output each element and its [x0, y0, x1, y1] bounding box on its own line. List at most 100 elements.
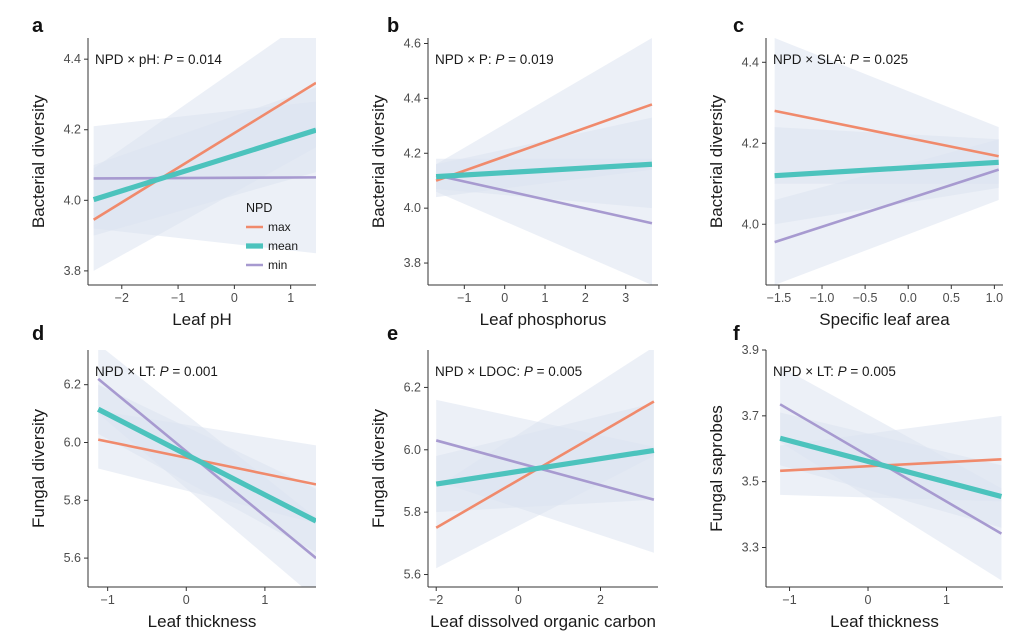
x-tick-label: 1 [261, 593, 268, 607]
y-tick-label: 4.4 [64, 52, 81, 66]
y-axis-title: Bacterial diversity [29, 94, 48, 228]
y-tick-label: 3.8 [404, 256, 421, 270]
y-tick-label: 4.2 [742, 136, 759, 150]
y-tick-label: 4.2 [404, 146, 421, 160]
x-axis-title: Leaf thickness [148, 612, 257, 631]
interaction-annotation: NPD × SLA: P = 0.025 [773, 52, 908, 67]
x-axis-title: Leaf dissolved organic carbon [430, 612, 656, 631]
x-axis-title: Leaf pH [172, 310, 232, 329]
y-tick-label: 4.4 [404, 91, 421, 105]
ci-band-mean [436, 117, 652, 209]
x-tick-label: −0.5 [853, 291, 878, 305]
series-line-mean [779, 435, 1003, 499]
panel-d: −1 0 1 5.6 5.8 6.0 6.2 Leaf thickness Fungal div… [29, 323, 316, 631]
series-line-mean [435, 161, 653, 180]
x-tick-label: −1.5 [767, 291, 792, 305]
panel-letter: b [387, 15, 399, 37]
y-tick-label: 3.5 [742, 475, 759, 489]
y-tick-label: 6.2 [404, 380, 421, 394]
series-line-mean [435, 447, 655, 487]
y-tick-label: 5.6 [404, 568, 421, 582]
y-axis-title: Bacterial diversity [707, 94, 726, 228]
panel-a: −2 −1 0 1 3.8 4.0 4.2 4.4 Leaf pH Bacterial diver… [29, 15, 316, 329]
y-tick-label: 4.0 [404, 201, 421, 215]
y-tick-label: 6.2 [64, 378, 81, 392]
interaction-annotation: NPD × P: P = 0.019 [435, 52, 554, 67]
panel-b: −1 0 1 2 3 3.8 4.0 4.2 4.4 4.6 Leaf phosphorus Bact… [369, 15, 658, 329]
series-line-max [435, 400, 655, 529]
y-axis-title: Bacterial diversity [369, 94, 388, 228]
x-axis-title: Leaf thickness [830, 612, 939, 631]
x-tick-label: 0 [501, 291, 508, 305]
panel-f: −1 0 1 3.3 3.5 3.7 3.9 Leaf thickness Fungal sap… [707, 323, 1003, 631]
x-tick-label: −2 [429, 593, 443, 607]
plot-area-b [435, 38, 653, 285]
y-tick-label: 4.0 [64, 193, 81, 207]
plot-area-d [97, 350, 316, 587]
series-line-max [774, 109, 999, 158]
x-tick-label: 0 [183, 593, 190, 607]
panel-e: −2 0 2 5.6 5.8 6.0 6.2 Leaf dissolved organic c… [369, 323, 658, 631]
x-tick-label: 0.5 [943, 291, 960, 305]
y-tick-label: 4.2 [64, 123, 81, 137]
panel-letter: a [32, 15, 44, 37]
legend-label-min: min [268, 258, 287, 272]
ci-band-mean [774, 127, 999, 225]
plot-area-f [779, 366, 1003, 581]
series-line-mean [92, 127, 316, 203]
ci-band-mean [93, 87, 316, 236]
panel-c: −1.5 −1.0 −0.5 0.0 0.5 1.0 4.0 4.2 4.4 Specific l… [707, 15, 1003, 329]
panel-letter: e [387, 323, 398, 345]
x-axis-title: Leaf phosphorus [480, 310, 607, 329]
x-tick-label: −1 [171, 291, 185, 305]
plot-area-c [774, 38, 1000, 285]
x-tick-label: 1 [542, 291, 549, 305]
panel-letter: d [32, 323, 44, 345]
series-line-max [92, 81, 316, 221]
legend-label-max: max [268, 220, 291, 234]
y-tick-label: 5.8 [64, 493, 81, 507]
y-tick-label: 3.8 [64, 264, 81, 278]
series-line-max [435, 103, 653, 182]
y-tick-label: 4.6 [404, 36, 421, 50]
y-tick-label: 4.0 [742, 217, 759, 231]
series-line-mean [774, 159, 999, 179]
y-tick-label: 6.0 [64, 435, 81, 449]
x-tick-label: 1.0 [986, 291, 1003, 305]
panel-letter: f [733, 323, 740, 345]
x-tick-label: 1 [287, 291, 294, 305]
x-tick-label: −1 [101, 593, 115, 607]
series-line-min [774, 168, 1000, 244]
y-tick-label: 3.9 [742, 343, 759, 357]
x-tick-label: 0.0 [900, 291, 917, 305]
x-tick-label: 2 [582, 291, 589, 305]
y-axis-title: Fungal diversity [369, 408, 388, 528]
interaction-annotation: NPD × LT: P = 0.001 [95, 364, 218, 379]
x-tick-label: 2 [597, 593, 604, 607]
y-tick-label: 5.6 [64, 551, 81, 565]
x-tick-label: −2 [115, 291, 129, 305]
interaction-annotation: NPD × pH: P = 0.014 [95, 52, 222, 67]
y-tick-label: 4.4 [742, 55, 759, 69]
x-tick-label: 3 [622, 291, 629, 305]
y-axis-title: Fungal diversity [29, 408, 48, 528]
legend-title: NPD [246, 201, 272, 215]
y-tick-label: 3.3 [742, 541, 759, 555]
x-tick-label: −1 [457, 291, 471, 305]
series-line-min [435, 439, 655, 501]
series-line-min [435, 173, 653, 225]
interaction-annotation: NPD × LT: P = 0.005 [773, 364, 896, 379]
plot-area-e [435, 350, 655, 569]
legend-label-mean: mean [268, 239, 298, 253]
series-line-min [97, 377, 316, 560]
y-tick-label: 3.7 [742, 409, 759, 423]
y-tick-label: 6.0 [404, 443, 421, 457]
x-tick-label: 0 [231, 291, 238, 305]
y-axis-title: Fungal saprobes [707, 405, 726, 532]
x-tick-label: 0 [865, 593, 872, 607]
legend: NPD max mean min [246, 201, 298, 272]
x-axis-title: Specific leaf area [819, 310, 950, 329]
series-line-mean [97, 406, 316, 524]
x-tick-label: 1 [943, 593, 950, 607]
